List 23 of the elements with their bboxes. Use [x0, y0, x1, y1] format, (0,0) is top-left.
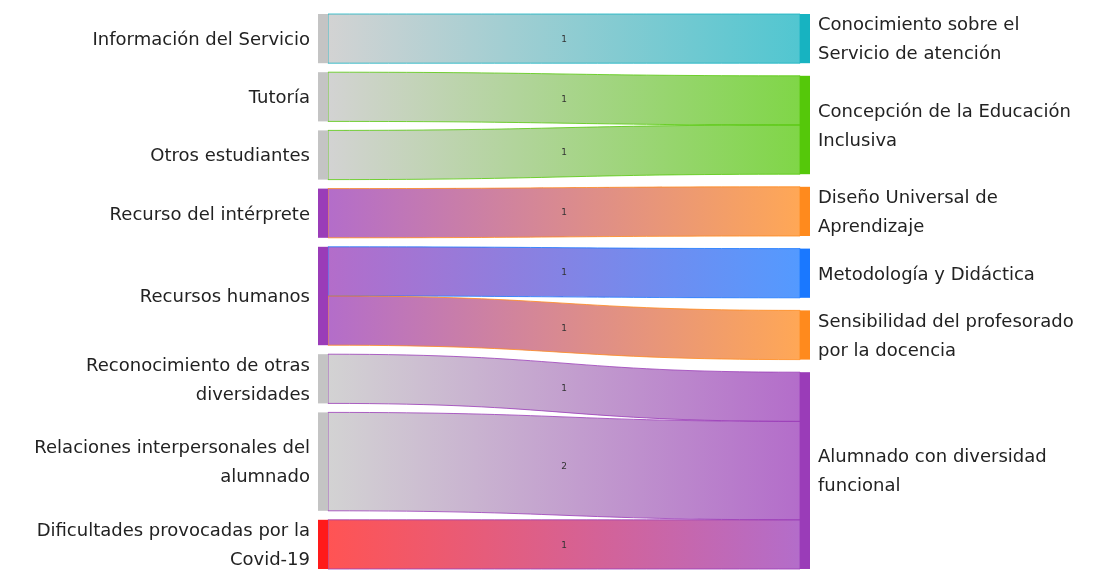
data-label: 1 — [561, 93, 567, 104]
category-label: Recurso del intérprete — [109, 202, 310, 224]
data-label: 1 — [561, 539, 567, 550]
category-label: Recursos humanos — [139, 285, 310, 307]
category-label: Información del Servicio — [92, 27, 310, 49]
category-label: Dificultades provocadas por la Covid-19 — [36, 519, 310, 570]
data-label: 1 — [561, 267, 567, 278]
category-label: Otros estudiantes — [150, 144, 310, 166]
series-label: Conocimiento sobre el Servicio de atención — [818, 13, 1020, 64]
data-label: 1 — [561, 322, 567, 333]
series-label: Diseño Universal de Aprendizaje — [818, 186, 998, 237]
category-label: Reconocimiento de otras diversidades — [86, 353, 310, 404]
series-label: Alumnado con diversidad funcional — [818, 445, 1047, 496]
category-label: Tutoría — [247, 86, 310, 108]
data-label: 1 — [561, 207, 567, 218]
data-label: 1 — [561, 33, 567, 44]
category-label: Relaciones interpersonales del alumnado — [34, 436, 310, 487]
series-label: Concepción de la Educación Inclusiva — [818, 99, 1071, 150]
data-label: 1 — [561, 382, 567, 393]
data-label: 1 — [561, 147, 567, 158]
series-label: Metodología y Didáctica — [818, 262, 1035, 284]
data-label: 2 — [561, 461, 567, 472]
series-label: Sensibilidad del profesorado por la docencia — [818, 309, 1074, 360]
